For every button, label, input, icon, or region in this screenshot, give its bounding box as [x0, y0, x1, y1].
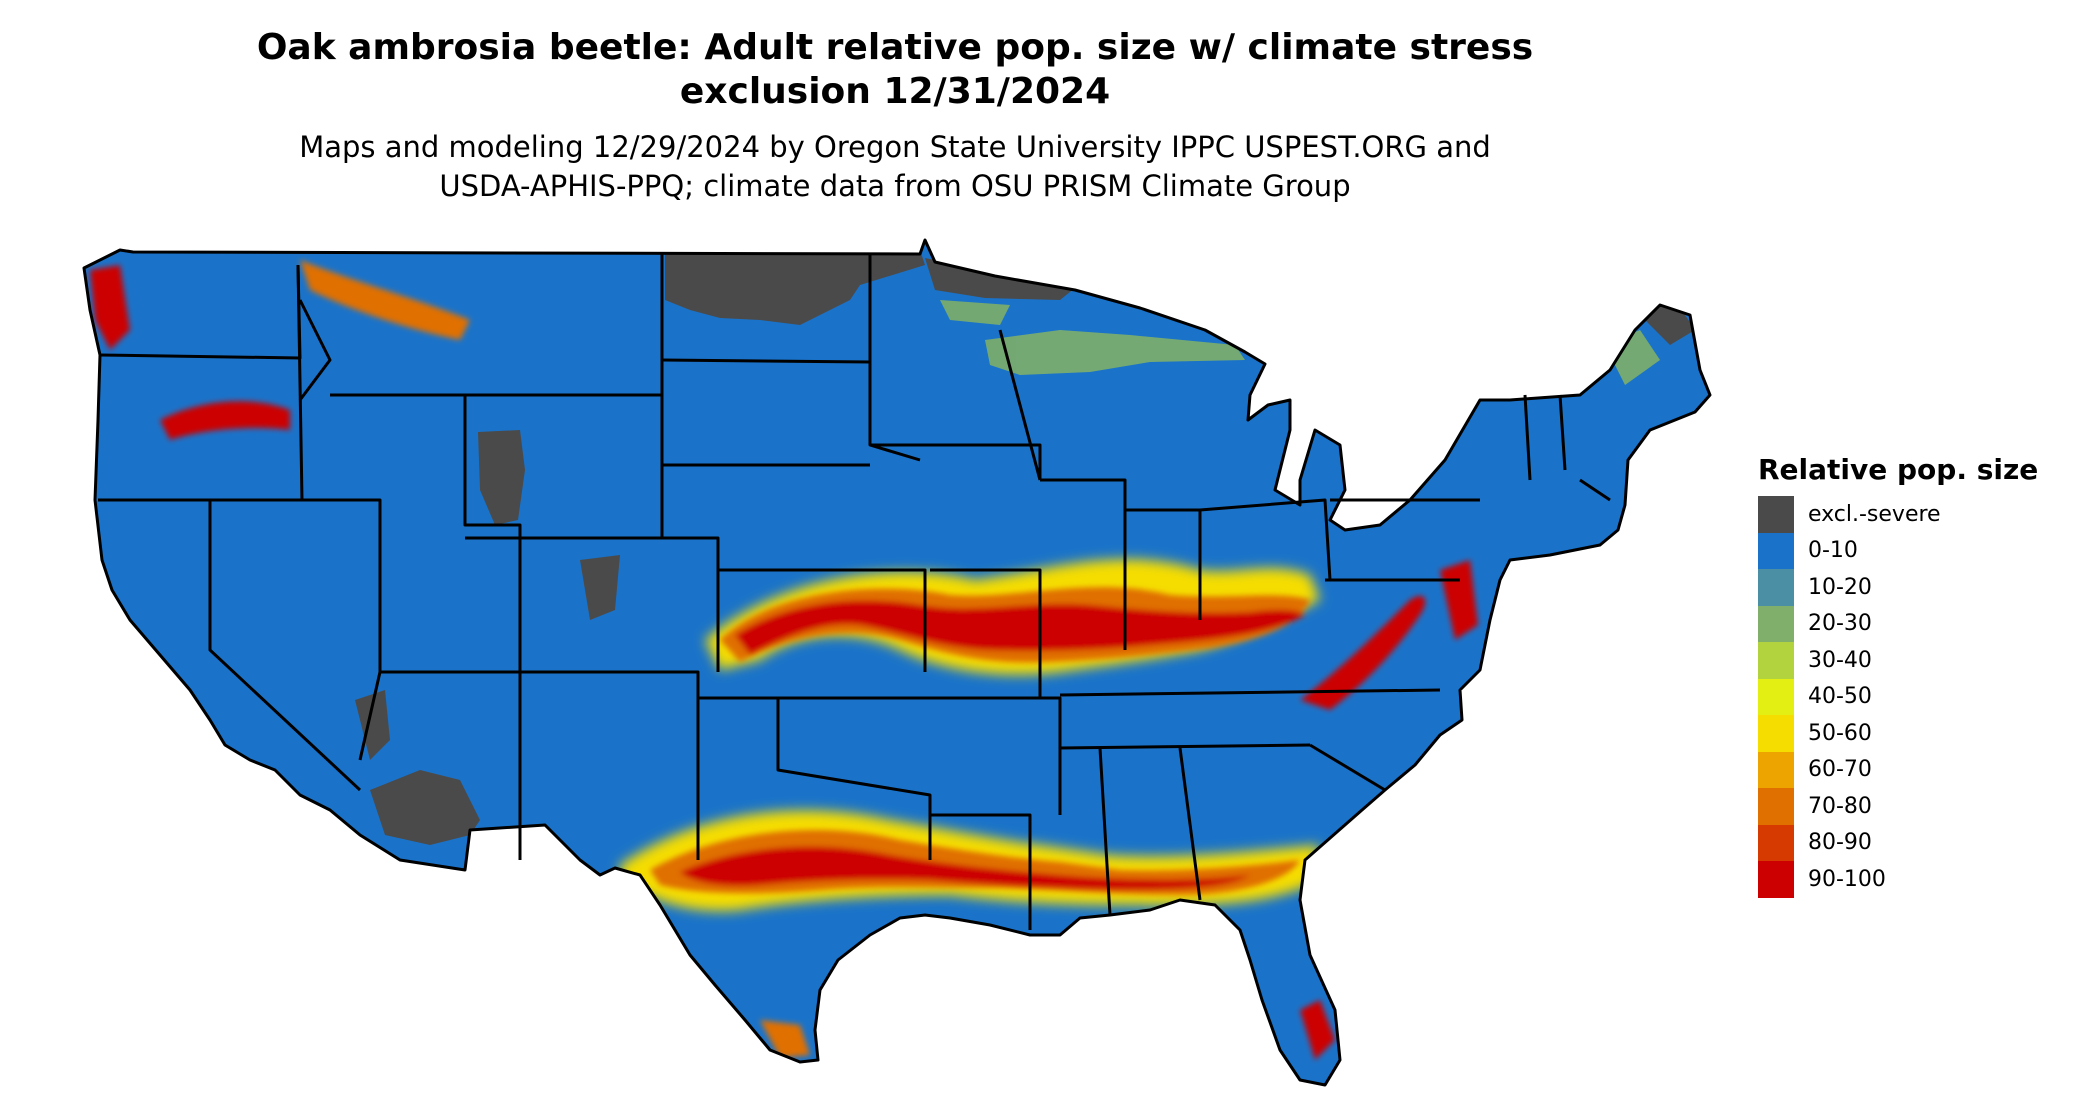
peak-pacific-northwest: [90, 265, 130, 350]
legend-item: excl.-severe: [1758, 496, 2088, 533]
border-nebraska-kansas: [718, 568, 927, 672]
border-illinois: [1040, 478, 1127, 650]
border-new-england: [1523, 394, 1611, 502]
legend-swatch: [1758, 642, 1794, 679]
legend-label: 0-10: [1808, 538, 1858, 564]
border-wisconsin: [998, 329, 1042, 481]
border-ohio: [1199, 498, 1332, 581]
legend-item: 70-80: [1758, 788, 2088, 825]
legend-item: 20-30: [1758, 605, 2088, 642]
border-iowa: [870, 443, 1042, 480]
legend-item: 40-50: [1758, 678, 2088, 715]
border-newmexico-texas: [520, 670, 700, 860]
legend-label: 80-90: [1808, 830, 1872, 856]
excluded-colorado-rockies: [580, 555, 620, 620]
legend-label: 50-60: [1808, 720, 1872, 746]
map-subtitle-line-1: Maps and modeling 12/29/2024 by Oregon S…: [299, 130, 1491, 164]
transition-minnesota: [940, 300, 1010, 325]
legend-swatch: [1758, 605, 1794, 642]
border-idaho-montana: [298, 299, 332, 401]
high-northern-rockies: [300, 260, 470, 340]
legend-label: 30-40: [1808, 647, 1872, 673]
border-wyoming-utah: [463, 395, 522, 672]
legend-swatch: [1758, 569, 1794, 606]
border-oklahoma-texas: [776, 698, 932, 860]
legend-label: 20-30: [1808, 611, 1872, 637]
border-arkansas: [930, 696, 1062, 815]
border-tennessee-north: [1059, 688, 1441, 697]
legend-items: excl.-severe 0-10 10-20 20-30 30-40 40-50 50-6…: [1758, 496, 2088, 898]
legend-item: 50-60: [1758, 715, 2088, 752]
border-north-south-dakota: [661, 358, 871, 364]
legend-swatch: [1758, 788, 1794, 825]
legend-item: 80-90: [1758, 824, 2088, 861]
transition-upper-great-lakes: [985, 330, 1245, 375]
border-arizona-nevada: [358, 671, 382, 761]
map-subtitle-line-2: USDA-APHIS-PPQ; climate data from OSU PR…: [439, 169, 1351, 203]
peak-south-florida: [1300, 1000, 1335, 1060]
high-population-zones: [90, 260, 1478, 1060]
base-layer: [84, 240, 1710, 1085]
map-title-line-1: Oak ambrosia beetle: Adult relative pop.…: [256, 27, 1534, 68]
legend-item: 10-20: [1758, 569, 2088, 606]
border-colorado: [520, 536, 720, 672]
legend: Relative pop. size excl.-severe 0-10 10-20…: [1758, 452, 2088, 898]
border-georgia-carolina: [1309, 743, 1386, 792]
state-borders: [82, 238, 1712, 1087]
map-subtitle: Maps and modeling 12/29/2024 by Oregon S…: [0, 128, 1790, 206]
legend-swatch: [1758, 715, 1794, 752]
legend-label: 70-80: [1808, 793, 1872, 819]
peak-oregon-interior: [160, 401, 290, 440]
legend-item: 60-70: [1758, 751, 2088, 788]
border-california-nevada: [208, 500, 362, 792]
legend-label: 90-100: [1808, 866, 1886, 892]
excluded-zones: [355, 250, 1695, 845]
border-mississippi-alabama: [1098, 747, 1112, 916]
legend-item: 30-40: [1758, 642, 2088, 679]
excluded-mojave-desert: [355, 690, 390, 760]
border-nevada-utah: [300, 498, 382, 672]
legend-item: 0-10: [1758, 532, 2088, 569]
legend-label: excl.-severe: [1808, 501, 1941, 527]
legend-item: 90-100: [1758, 861, 2088, 898]
excluded-northern-plains: [665, 250, 925, 325]
border-missouri: [930, 568, 1042, 698]
legend-label: 60-70: [1808, 757, 1872, 783]
peak-appalachian-band: [1300, 595, 1426, 710]
border-tennessee-south: [1059, 743, 1311, 750]
legend-title: Relative pop. size: [1758, 453, 2039, 486]
map-title: Oak ambrosia beetle: Adult relative pop.…: [0, 26, 1790, 114]
legend-swatch: [1758, 824, 1794, 861]
excluded-sonoran-desert: [370, 770, 480, 845]
legend-swatch: [1758, 861, 1794, 898]
legend-swatch: [1758, 751, 1794, 788]
map-title-line-2: exclusion 12/31/2024: [679, 71, 1111, 112]
legend-swatch: [1758, 678, 1794, 715]
map-raster: [84, 240, 1710, 1085]
border-louisiana: [930, 813, 1032, 930]
border-alabama-georgia: [1178, 747, 1202, 901]
high-south-texas: [760, 1020, 810, 1058]
peak-central-band: [735, 600, 1305, 655]
excluded-utah-mountains: [478, 430, 525, 525]
legend-swatch: [1758, 496, 1794, 533]
us-population-map: [82, 238, 1712, 1087]
legend-swatch: [1758, 532, 1794, 569]
border-montana-dakotas: [330, 254, 664, 538]
legend-label: 10-20: [1808, 574, 1872, 600]
border-idaho-west: [296, 264, 304, 501]
legend-label: 40-50: [1808, 684, 1872, 710]
